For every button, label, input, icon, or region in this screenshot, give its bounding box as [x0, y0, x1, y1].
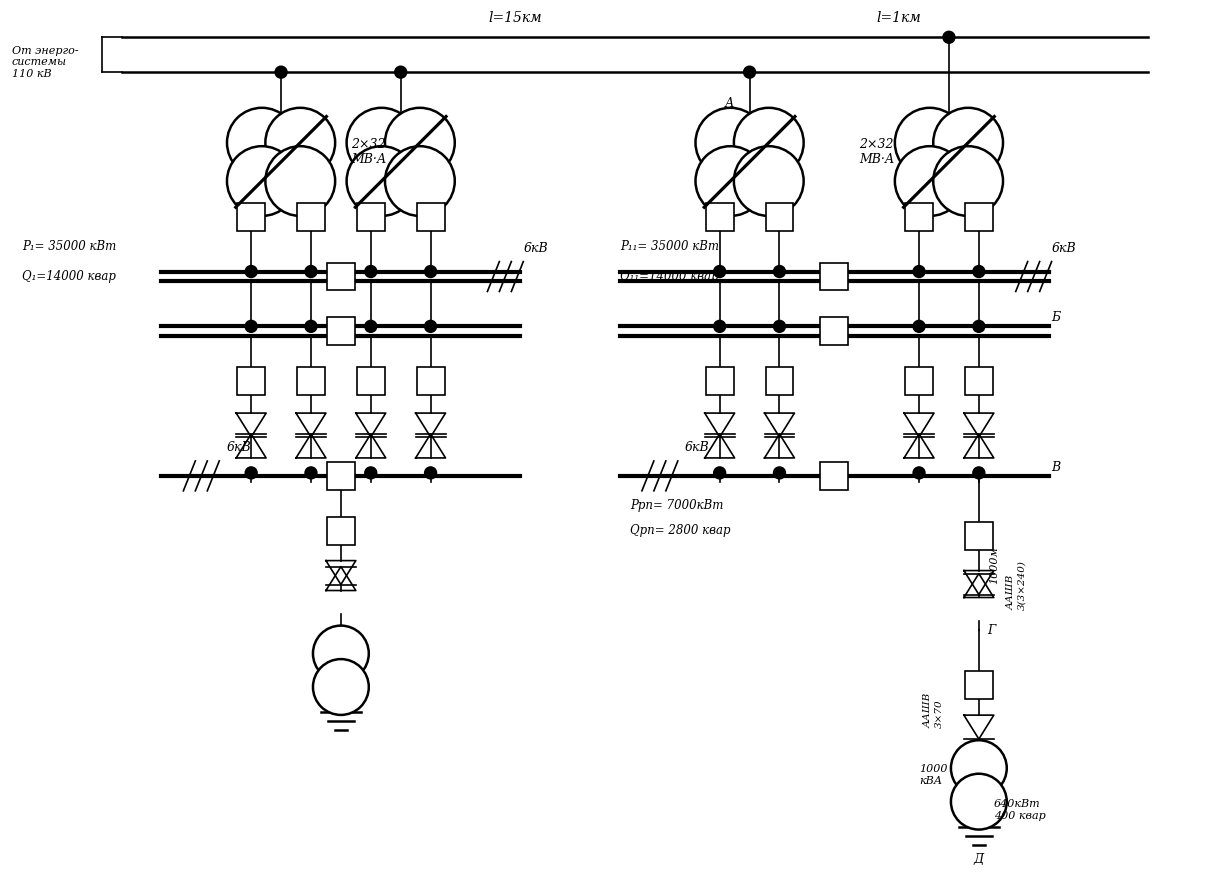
- Circle shape: [227, 146, 297, 216]
- Text: Г: Г: [987, 624, 995, 637]
- Circle shape: [346, 146, 416, 216]
- Circle shape: [346, 108, 416, 178]
- Text: Р₁₁= 35000 кВт: Р₁₁= 35000 кВт: [620, 240, 719, 253]
- Bar: [326, 462, 355, 490]
- Circle shape: [425, 265, 436, 278]
- Circle shape: [227, 108, 297, 178]
- Circle shape: [973, 467, 984, 479]
- Circle shape: [265, 146, 335, 216]
- Circle shape: [774, 265, 786, 278]
- Circle shape: [365, 321, 377, 332]
- Text: 1000м: 1000м: [989, 547, 999, 584]
- Circle shape: [913, 265, 925, 278]
- Bar: [906, 202, 933, 230]
- Circle shape: [245, 467, 257, 479]
- Bar: [416, 367, 445, 395]
- Circle shape: [951, 740, 1007, 796]
- Bar: [326, 263, 355, 291]
- Circle shape: [425, 467, 436, 479]
- Circle shape: [934, 108, 1003, 178]
- Circle shape: [713, 467, 726, 479]
- Circle shape: [696, 146, 765, 216]
- Circle shape: [275, 67, 287, 78]
- Circle shape: [306, 467, 317, 479]
- Bar: [965, 367, 993, 395]
- Bar: [765, 202, 793, 230]
- Text: Р₁= 35000 кВт: Р₁= 35000 кВт: [22, 240, 116, 253]
- Text: В: В: [1052, 461, 1061, 474]
- Circle shape: [425, 321, 436, 332]
- Circle shape: [313, 659, 368, 715]
- Circle shape: [696, 108, 765, 178]
- Circle shape: [245, 265, 257, 278]
- Text: ААШВ
3(3×240): ААШВ 3(3×240): [1007, 561, 1026, 611]
- Text: 1000
кВА: 1000 кВА: [919, 764, 947, 786]
- Circle shape: [744, 67, 755, 78]
- Circle shape: [384, 108, 455, 178]
- Circle shape: [774, 321, 786, 332]
- Circle shape: [313, 625, 368, 682]
- Circle shape: [973, 321, 984, 332]
- Bar: [965, 671, 993, 699]
- Text: 6кВ: 6кВ: [227, 441, 251, 454]
- Circle shape: [734, 146, 803, 216]
- Bar: [821, 263, 849, 291]
- Text: Q₁=14000 квар: Q₁=14000 квар: [22, 270, 116, 283]
- Bar: [821, 317, 849, 345]
- Circle shape: [384, 146, 455, 216]
- Circle shape: [913, 467, 925, 479]
- Text: Б: Б: [1052, 311, 1061, 324]
- Circle shape: [951, 774, 1007, 830]
- Text: 6кВ: 6кВ: [524, 242, 548, 255]
- Circle shape: [942, 32, 955, 43]
- Bar: [416, 202, 445, 230]
- Circle shape: [894, 146, 965, 216]
- Circle shape: [894, 108, 965, 178]
- Text: l=15км: l=15км: [489, 11, 542, 25]
- Circle shape: [365, 265, 377, 278]
- Text: 640кВт
400 квар: 640кВт 400 квар: [994, 799, 1046, 821]
- Circle shape: [934, 146, 1003, 216]
- Text: 2×32
МВ·А: 2×32 МВ·А: [351, 138, 386, 166]
- Circle shape: [713, 265, 726, 278]
- Bar: [357, 367, 384, 395]
- Bar: [965, 202, 993, 230]
- Bar: [706, 367, 733, 395]
- Circle shape: [973, 265, 984, 278]
- Text: 6кВ: 6кВ: [685, 441, 710, 454]
- Circle shape: [306, 321, 317, 332]
- Bar: [326, 517, 355, 545]
- Bar: [326, 317, 355, 345]
- Text: Qрп= 2800 квар: Qрп= 2800 квар: [630, 524, 731, 537]
- Text: От энерго-
системы
110 кВ: От энерго- системы 110 кВ: [12, 46, 79, 79]
- Circle shape: [394, 67, 407, 78]
- Bar: [297, 367, 325, 395]
- Bar: [706, 202, 733, 230]
- Circle shape: [913, 321, 925, 332]
- Text: 6кВ: 6кВ: [1052, 242, 1077, 255]
- Circle shape: [734, 108, 803, 178]
- Text: ААШВ
3×70: ААШВ 3×70: [924, 693, 944, 728]
- Text: Ррп= 7000кВт: Ррп= 7000кВт: [630, 499, 723, 512]
- Text: А: А: [724, 97, 734, 110]
- Circle shape: [774, 467, 786, 479]
- Bar: [765, 367, 793, 395]
- Bar: [357, 202, 384, 230]
- Circle shape: [306, 265, 317, 278]
- Bar: [238, 202, 265, 230]
- Text: Д: Д: [973, 853, 984, 866]
- Bar: [906, 367, 933, 395]
- Text: Q₁₁=14000 квар: Q₁₁=14000 квар: [620, 270, 718, 283]
- Circle shape: [713, 321, 726, 332]
- Bar: [297, 202, 325, 230]
- Bar: [238, 367, 265, 395]
- Bar: [965, 522, 993, 549]
- Text: 2×32
МВ·А: 2×32 МВ·А: [859, 138, 894, 166]
- Text: l=1км: l=1км: [877, 11, 922, 25]
- Bar: [821, 462, 849, 490]
- Circle shape: [365, 467, 377, 479]
- Circle shape: [265, 108, 335, 178]
- Circle shape: [245, 321, 257, 332]
